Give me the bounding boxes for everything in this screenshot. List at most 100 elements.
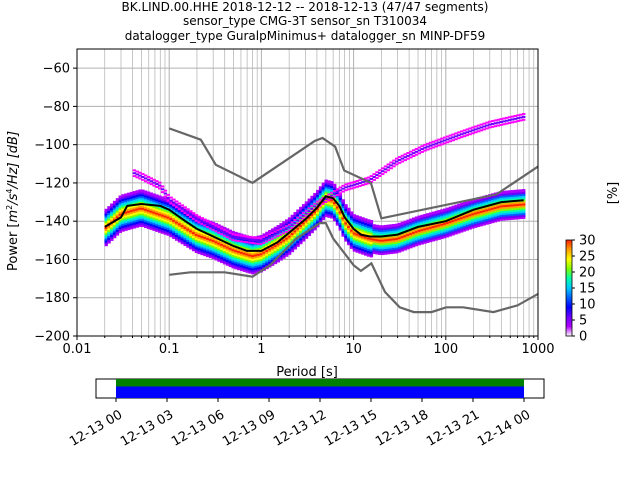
density-cell: [166, 230, 170, 234]
density-cell: [468, 127, 472, 130]
density-cell: [121, 215, 125, 219]
density-cell: [220, 258, 224, 262]
density-cell: [253, 251, 258, 255]
density-cell: [231, 240, 235, 244]
density-cell: [174, 224, 179, 228]
density-cell: [217, 241, 221, 245]
density-cell: [245, 242, 249, 246]
density-cell: [490, 216, 495, 220]
density-cell: [426, 213, 430, 217]
density-cell: [510, 203, 515, 207]
density-cell: [239, 254, 244, 258]
density-cell: [217, 245, 221, 249]
density-cell: [310, 205, 314, 208]
density-cell: [282, 246, 286, 250]
density-cell: [256, 266, 261, 270]
density-cell: [423, 233, 427, 237]
density-cell: [237, 237, 241, 240]
density-cell: [397, 241, 402, 245]
density-cell: [146, 195, 151, 199]
density-cell: [186, 233, 190, 237]
density-cell: [132, 221, 137, 225]
density-cell: [121, 198, 125, 202]
density-cell: [344, 183, 348, 186]
density-cell: [330, 211, 334, 215]
density-cell: [434, 218, 438, 222]
density-cell: [366, 249, 371, 253]
density-cell: [485, 198, 489, 202]
density-cell: [411, 225, 416, 229]
density-cell: [341, 187, 345, 190]
density-cell: [158, 203, 162, 207]
density-cell: [313, 196, 317, 200]
density-cell: [474, 219, 478, 223]
density-cell: [400, 244, 405, 248]
density-cell: [301, 214, 306, 217]
density-cell: [474, 125, 478, 128]
density-cell: [248, 257, 252, 261]
density-cell: [110, 222, 114, 226]
density-cell: [457, 203, 461, 207]
density-cell: [121, 196, 125, 200]
density-cell: [414, 231, 419, 235]
density-cell: [349, 184, 354, 187]
density-cell: [335, 216, 340, 220]
density-cell: [378, 227, 382, 231]
density-cell: [352, 214, 357, 218]
density-cell: [465, 208, 470, 212]
density-cell: [197, 233, 201, 237]
density-cell: [237, 255, 241, 259]
density-cell: [279, 240, 283, 244]
density-cell: [115, 230, 120, 234]
density-cell: [502, 202, 506, 206]
density-cell: [115, 219, 120, 223]
density-cell: [369, 221, 374, 225]
density-cell: [301, 228, 306, 232]
density-cell: [304, 212, 309, 215]
density-cell: [211, 250, 216, 254]
density-cell: [220, 256, 224, 260]
density-cell: [330, 200, 334, 204]
x-tick-label: 100: [433, 342, 458, 357]
density-cell: [428, 144, 433, 147]
density-cell: [127, 198, 131, 202]
density-cell: [369, 219, 374, 223]
colorbar-gradient: [565, 239, 573, 337]
density-cell: [457, 222, 461, 226]
density-cell: [426, 215, 430, 219]
density-cell: [434, 212, 438, 216]
density-cell: [403, 232, 407, 236]
density-cell: [237, 242, 241, 246]
density-cell: [285, 230, 289, 233]
density-cell: [158, 187, 162, 190]
density-cell: [107, 225, 111, 229]
density-cell: [163, 197, 168, 201]
density-cell: [471, 219, 475, 223]
density-cell: [474, 205, 478, 209]
density-cell: [358, 182, 362, 185]
density-cell: [335, 197, 340, 201]
density-cell: [397, 228, 402, 232]
density-cell: [522, 192, 526, 196]
density-cell: [389, 167, 393, 170]
density-cell: [409, 230, 413, 234]
density-cell: [403, 247, 407, 251]
density-cell: [270, 257, 275, 261]
density-cell: [513, 207, 517, 211]
density-cell: [242, 257, 247, 261]
density-cell: [457, 207, 461, 211]
density-cell: [380, 252, 385, 256]
density-cell: [299, 241, 303, 245]
density-cell: [316, 220, 320, 224]
density-cell: [378, 172, 382, 175]
density-cell: [369, 229, 374, 233]
segments-used-bar: [116, 386, 524, 398]
density-cell: [141, 195, 145, 199]
density-cell: [245, 250, 249, 254]
density-cell: [372, 231, 376, 235]
density-cell: [121, 221, 125, 225]
density-cell: [110, 209, 114, 213]
density-cell: [462, 201, 467, 205]
density-cell: [304, 209, 309, 212]
density-cell: [138, 177, 142, 180]
